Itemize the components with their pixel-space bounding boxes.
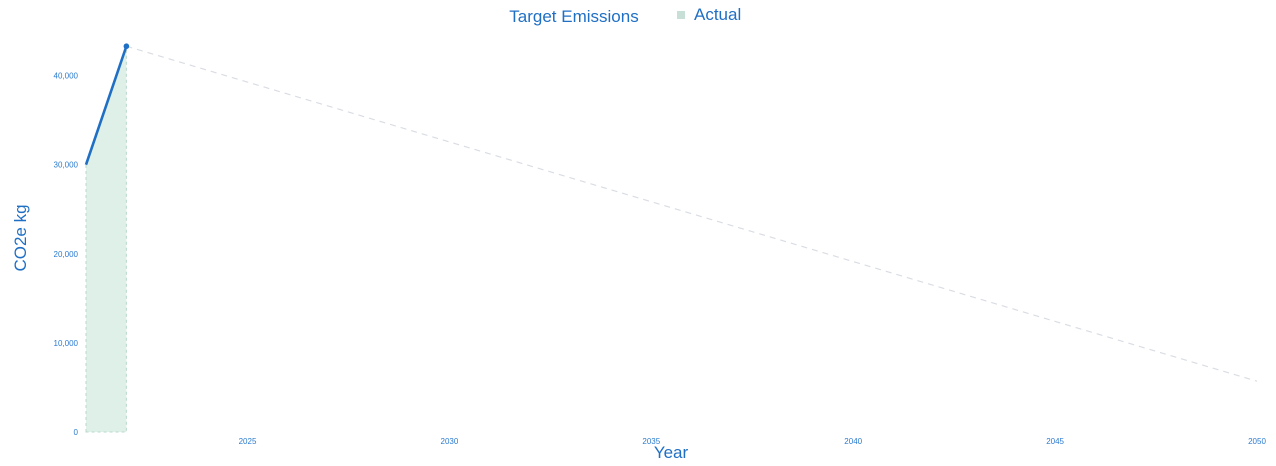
actual-point[interactable] <box>123 43 130 50</box>
x-tick-label: 2040 <box>844 437 862 446</box>
chart-legend[interactable]: Target Emissions Actual <box>509 5 741 26</box>
actual-line <box>84 45 128 166</box>
y-axis-ticks: 0 10,000 20,000 30,000 40,000 <box>54 72 79 437</box>
legend-marker-actual[interactable] <box>677 11 685 19</box>
x-tick-label: 2030 <box>441 437 459 446</box>
legend-label-target-emissions[interactable]: Target Emissions <box>509 7 638 26</box>
target-emissions-line <box>126 45 1258 382</box>
y-tick-label: 20,000 <box>54 250 79 259</box>
y-tick-label: 40,000 <box>54 72 79 81</box>
x-tick-label: 2045 <box>1046 437 1064 446</box>
x-tick-label: 2025 <box>239 437 257 446</box>
x-axis-ticks: 2025 2030 2035 2040 2045 2050 <box>239 437 1267 446</box>
x-tick-label: 2035 <box>642 437 660 446</box>
actual-series <box>84 43 130 433</box>
y-tick-label: 10,000 <box>54 339 79 348</box>
x-tick-label: 2050 <box>1248 437 1266 446</box>
y-axis-title: CO2e kg <box>11 204 30 271</box>
y-tick-label: 0 <box>74 428 79 437</box>
target-emissions-series <box>126 45 1258 382</box>
x-axis-title: Year <box>654 443 689 462</box>
y-tick-label: 30,000 <box>54 161 79 170</box>
legend-label-actual[interactable]: Actual <box>694 5 741 24</box>
